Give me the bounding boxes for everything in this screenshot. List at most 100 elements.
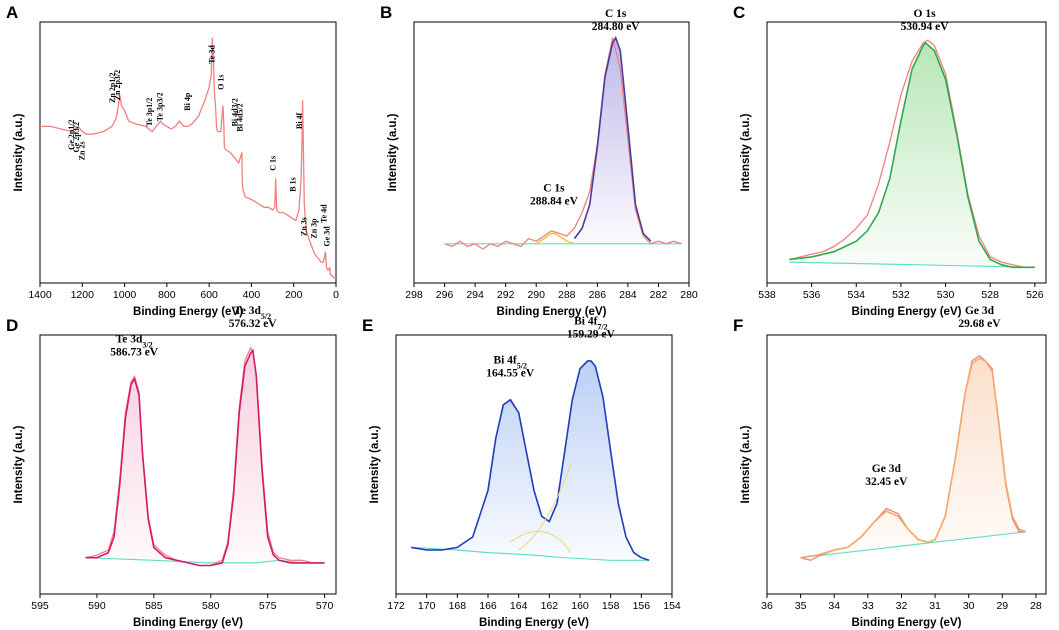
panel-label: E — [362, 316, 373, 335]
fit-area-fill — [800, 358, 1026, 558]
peak-name-label: C 1s — [543, 183, 565, 195]
x-tick-label: 296 — [436, 289, 454, 301]
peak-name-subscript: 5/2 — [517, 361, 527, 370]
peak-value-label: 530.94 eV — [901, 21, 950, 33]
x-tick-label: 160 — [571, 600, 589, 612]
fit-line — [411, 360, 650, 562]
fit-line — [800, 357, 1027, 559]
y-axis-label: Intensity (a.u.) — [13, 113, 25, 191]
raw-spectrum-line — [789, 39, 1035, 268]
panel-label: A — [6, 3, 18, 22]
x-tick-label: 288 — [558, 289, 576, 301]
x-tick-label: 154 — [663, 600, 681, 612]
panel-c: C 538 536 534 532 530 528 526 Binding Energy (eV… — [733, 3, 1047, 318]
fit-area-fill — [789, 42, 1035, 268]
peak-annotation: O 1s — [217, 75, 226, 90]
x-tick-label: 532 — [892, 289, 910, 301]
panel-label: C — [733, 3, 745, 22]
peak-annotation: Ge 2p3/2 — [72, 122, 81, 152]
x-tick-label: 528 — [981, 289, 999, 301]
panel-b: B 298 296 294 292 290 288 286 284 282 280 Binding E… — [380, 3, 698, 318]
peak-value-label: 284.80 eV — [592, 21, 641, 33]
x-tick-label: 595 — [31, 600, 49, 612]
peak-name-subscript: 5/2 — [261, 312, 271, 321]
peak-value-label: 576.32 eV — [229, 318, 278, 330]
peak-annotation: Ge 2p1/2 — [67, 119, 76, 149]
raw-spectrum-line — [444, 37, 682, 250]
x-tick-label: 200 — [285, 289, 303, 301]
peak-annotation: Zn 3s — [299, 217, 308, 236]
fit-line — [85, 348, 325, 567]
peak-annotation: Zn 2p3/2 — [113, 70, 122, 100]
peak-name-subscript: 3/2 — [142, 340, 152, 349]
x-tick-label: 282 — [650, 289, 668, 301]
panel-f: F 36 35 34 33 32 31 30 29 28 Binding Energy (eV) In… — [733, 305, 1047, 629]
x-tick-label: 575 — [259, 600, 277, 612]
x-axis-label: Binding Energy (eV) — [852, 306, 962, 318]
peak-name-label: Ge 3d — [872, 463, 902, 475]
panel-label: D — [6, 316, 18, 335]
plot-frame — [39, 334, 337, 595]
y-axis-label: Intensity (a.u.) — [740, 425, 752, 503]
x-tick-label: 158 — [602, 600, 620, 612]
y-axis-label: Intensity (a.u.) — [369, 425, 381, 503]
panel-label: F — [733, 316, 743, 335]
x-tick-label: 290 — [527, 289, 545, 301]
x-tick-label: 32 — [896, 600, 908, 612]
peak-annotation: Zn 2p1/2 — [108, 72, 117, 102]
peak-name-label: C 1s — [605, 8, 627, 20]
peak-annotation: Bi 4d5/2 — [235, 103, 244, 131]
x-tick-label: 33 — [862, 600, 874, 612]
panel-label: B — [380, 3, 392, 22]
x-axis-label: Binding Energy (eV) — [497, 306, 607, 318]
x-tick-label: 30 — [963, 600, 975, 612]
x-tick-label: 1000 — [113, 289, 137, 301]
x-tick-label: 0 — [333, 289, 339, 301]
x-tick-label: 170 — [418, 600, 436, 612]
peak-name-label: O 1s — [914, 8, 937, 20]
component-line — [518, 464, 572, 551]
peak-value-label: 159.29 eV — [567, 329, 616, 341]
x-tick-label: 800 — [158, 289, 176, 301]
x-tick-label: 36 — [761, 600, 773, 612]
y-axis-label: Intensity (a.u.) — [13, 425, 25, 503]
x-tick-label: 34 — [828, 600, 840, 612]
x-axis-label: Binding Energy (eV) — [133, 306, 243, 318]
panel-d: D 595 590 585 580 575 570 Binding Energy (eV) In… — [6, 305, 337, 629]
peak-annotation: Ge 3d — [323, 226, 332, 247]
x-tick-label: 570 — [316, 600, 334, 612]
raw-spectrum-line — [40, 37, 336, 279]
x-tick-label: 168 — [449, 600, 467, 612]
x-axis-label: Binding Energy (eV) — [479, 617, 589, 629]
peak-name-subscript: 7/2 — [597, 322, 607, 331]
x-tick-label: 31 — [929, 600, 941, 612]
component-line — [509, 530, 572, 553]
x-axis-label: Binding Energy (eV) — [133, 617, 243, 629]
x-tick-label: 298 — [405, 289, 423, 301]
plot-frame — [413, 21, 690, 284]
x-tick-label: 526 — [1026, 289, 1044, 301]
y-axis-label: Intensity (a.u.) — [387, 113, 399, 191]
peak-value-label: 32.45 eV — [865, 476, 908, 488]
x-tick-label: 294 — [466, 289, 484, 301]
x-tick-label: 538 — [758, 289, 776, 301]
plot-frame — [766, 21, 1047, 284]
y-axis-label: Intensity (a.u.) — [740, 113, 752, 191]
peak-value-label: 29.68 eV — [958, 318, 1001, 330]
panel-e: E 172 170 168 166 164 162 160 158 156 154 Binding E… — [362, 316, 681, 629]
peak-annotation: Bi 4f — [295, 112, 304, 129]
fit-area-fill — [411, 360, 649, 561]
peak-annotation: Zn 3p — [310, 218, 319, 239]
x-tick-label: 162 — [541, 600, 559, 612]
fit-line — [573, 35, 652, 242]
x-tick-label: 534 — [848, 289, 866, 301]
x-tick-label: 585 — [145, 600, 163, 612]
panel-a: A 1400 1200 1000 800 600 400 200 0 Binding Energy… — [6, 3, 339, 318]
peak-value-label: 288.84 eV — [530, 196, 579, 208]
plot-frame — [395, 334, 673, 595]
peak-annotation: Te 3p3/2 — [156, 92, 165, 121]
peak-annotation: Zn 2s — [77, 141, 86, 160]
x-tick-label: 292 — [497, 289, 515, 301]
plot-frame — [766, 334, 1047, 595]
peak-annotation: C 1s — [269, 156, 278, 171]
